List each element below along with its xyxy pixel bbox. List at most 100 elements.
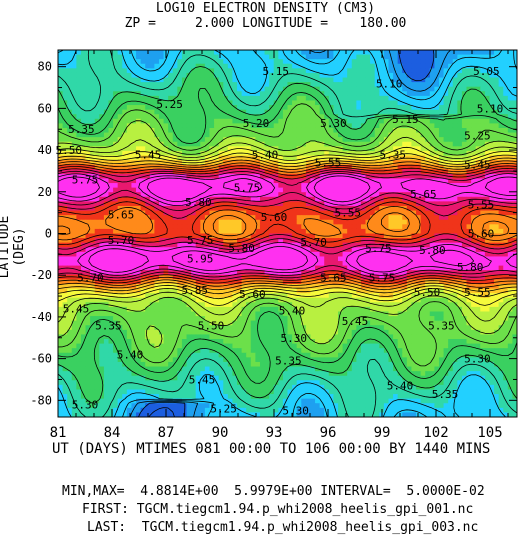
- field-cell: [397, 247, 403, 253]
- field-cell: [71, 91, 77, 97]
- field-cell: [406, 72, 413, 79]
- field-cell: [337, 196, 344, 202]
- field-cell: [498, 118, 504, 124]
- field-cell: [273, 169, 279, 175]
- field-cell: [443, 105, 449, 111]
- field-cell: [337, 50, 344, 56]
- field-cell: [117, 192, 123, 198]
- field-cell: [90, 91, 96, 97]
- field-cell: [351, 164, 357, 170]
- field-cell: [507, 201, 514, 207]
- field-cell: [62, 50, 68, 56]
- field-cell: [85, 114, 91, 120]
- field-cell: [471, 215, 477, 221]
- field-cell: [333, 146, 339, 152]
- field-cell: [310, 105, 316, 111]
- field-cell: [333, 160, 339, 166]
- field-cell: [181, 68, 188, 74]
- field-cell: [181, 77, 188, 83]
- field-cell: [99, 155, 105, 161]
- field-cell: [122, 183, 128, 189]
- field-cell: [278, 155, 284, 161]
- field-cell: [218, 127, 224, 134]
- field-cell: [324, 183, 330, 189]
- field-cell: [471, 95, 477, 102]
- field-cell: [457, 242, 463, 248]
- field-cell: [181, 155, 188, 161]
- field-cell: [443, 127, 449, 134]
- field-cell: [420, 205, 426, 212]
- field-cell: [246, 86, 252, 92]
- field-cell: [393, 50, 399, 56]
- field-cell: [337, 100, 344, 106]
- field-cell: [94, 91, 100, 97]
- field-cell: [264, 215, 270, 221]
- field-cell: [71, 187, 77, 193]
- field-cell: [448, 72, 454, 79]
- field-cell: [255, 150, 261, 157]
- field-cell: [163, 146, 169, 152]
- field-cell: [85, 192, 91, 198]
- field-cell: [438, 256, 445, 262]
- field-cell: [397, 242, 403, 248]
- field-cell: [214, 215, 220, 221]
- field-cell: [191, 77, 197, 83]
- field-cell: [113, 224, 119, 230]
- field-cell: [273, 68, 279, 74]
- field-cell: [131, 150, 137, 157]
- field-cell: [99, 100, 105, 106]
- field-cell: [76, 265, 82, 271]
- field-cell: [136, 155, 142, 161]
- field-cell: [461, 247, 468, 253]
- field-cell: [158, 160, 165, 166]
- field-cell: [301, 95, 307, 102]
- field-cell: [365, 100, 371, 106]
- field-cell: [328, 72, 334, 79]
- field-cell: [420, 59, 426, 65]
- field-cell: [420, 160, 426, 166]
- field-cell: [181, 228, 188, 235]
- field-cell: [438, 233, 445, 239]
- field-cell: [181, 201, 188, 207]
- field-cell: [140, 196, 146, 202]
- field-cell: [58, 201, 64, 207]
- field-cell: [223, 150, 229, 157]
- field-cell: [273, 192, 279, 198]
- field-cell: [356, 95, 362, 102]
- field-cell: [232, 242, 238, 248]
- field-cell: [393, 109, 399, 115]
- field-cell: [126, 205, 133, 212]
- field-cell: [365, 215, 371, 221]
- field-cell: [126, 270, 133, 276]
- field-cell: [117, 137, 123, 143]
- field-cell: [411, 201, 417, 207]
- field-cell: [108, 150, 114, 157]
- field-cell: [269, 82, 275, 88]
- field-cell: [379, 173, 385, 180]
- field-cell: [411, 228, 417, 235]
- field-cell: [181, 242, 188, 248]
- field-cell: [503, 150, 509, 157]
- field-cell: [494, 109, 500, 115]
- field-cell: [145, 95, 151, 102]
- field-cell: [218, 54, 224, 60]
- field-cell: [315, 201, 321, 207]
- field-cell: [498, 137, 504, 143]
- field-cell: [310, 95, 316, 102]
- field-cell: [333, 251, 339, 258]
- field-cell: [475, 68, 481, 74]
- field-cell: [99, 251, 105, 258]
- field-cell: [103, 270, 110, 276]
- field-cell: [434, 50, 440, 56]
- field-cell: [200, 265, 206, 271]
- field-cell: [388, 224, 394, 230]
- field-cell: [62, 160, 68, 166]
- field-cell: [434, 173, 440, 180]
- field-cell: [145, 160, 151, 166]
- field-cell: [393, 205, 399, 212]
- field-cell: [383, 274, 390, 280]
- field-cell: [480, 155, 486, 161]
- field-cell: [429, 233, 435, 239]
- field-cell: [232, 59, 238, 65]
- field-cell: [269, 123, 275, 129]
